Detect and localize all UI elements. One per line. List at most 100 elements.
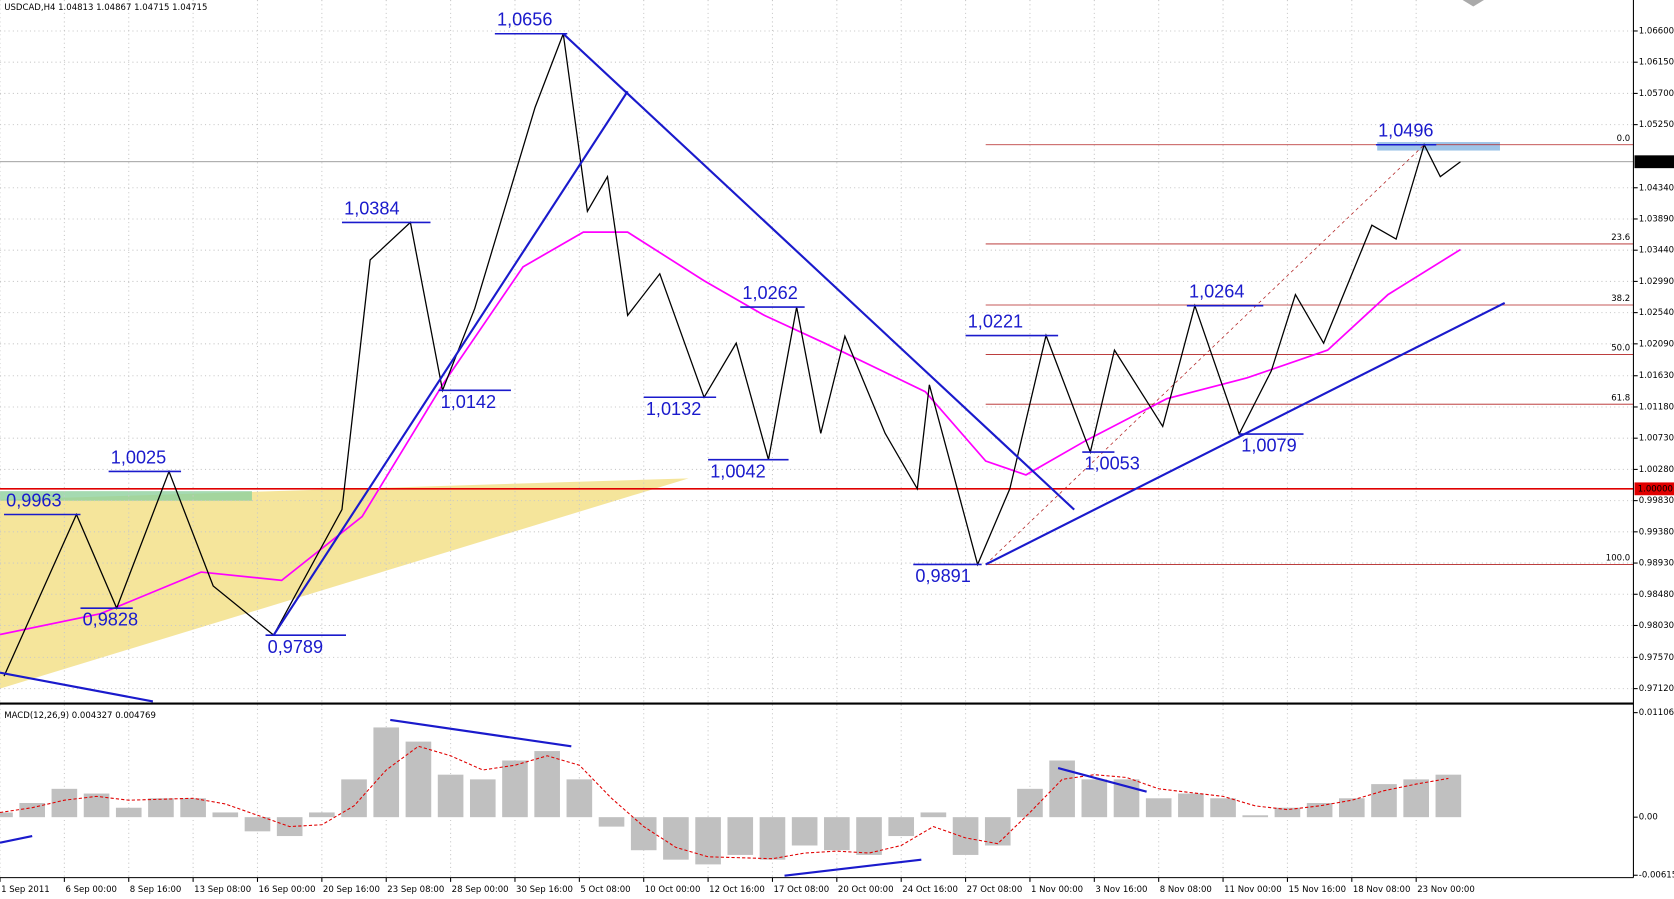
macd-bar [115, 807, 142, 818]
x-tick-label: 20 Sep 16:00 [323, 885, 380, 895]
level-annotation: 1,0053 [1084, 454, 1139, 474]
macd-bar [1338, 798, 1365, 818]
resistance-band [1377, 142, 1500, 151]
macd-y-tick-label: 0.00 [1639, 813, 1658, 823]
x-tick-label: 1 Sep 2011 [1, 885, 50, 895]
y-tick-label: 0.98930 [1639, 559, 1674, 569]
macd-panel: 1 Sep 2011 6 Sep 00:00 8 Sep 16:00 13 Sep 0… [0, 708, 1674, 895]
y-tick-label: 1.05250 [1639, 120, 1674, 130]
macd-bar [1178, 793, 1204, 818]
macd-bar [1306, 802, 1333, 818]
macd-bar [1274, 807, 1301, 818]
level-annotation: 1,0142 [441, 392, 496, 412]
macd-bar [1371, 784, 1397, 818]
macd-bar [502, 760, 528, 818]
support-band [0, 491, 252, 501]
macd-y-tick-label: 0.011067 [1639, 708, 1674, 718]
level-annotation: 1,0025 [111, 447, 166, 467]
macd-bar [244, 817, 271, 832]
level-annotation: 1,0221 [968, 312, 1023, 332]
x-tick-label: 23 Nov 00:00 [1417, 885, 1475, 895]
x-tick-label: 8 Sep 16:00 [130, 885, 182, 895]
level-annotation: 0,9828 [83, 610, 138, 630]
y-tick-label: 1.03440 [1639, 246, 1674, 256]
macd-bar [405, 741, 432, 818]
macd-y-tick-label: -0.00615 [1639, 871, 1674, 881]
macd-bar [180, 798, 206, 818]
x-tick-label: 11 Nov 00:00 [1224, 885, 1282, 895]
macd-trendline [390, 718, 572, 748]
y-tick-label: 0.99830 [1639, 496, 1674, 506]
y-tick-label: 1.01180 [1639, 402, 1674, 412]
price-panel: 1.06600 1.06150 1.05700 1.05250 1.04340 1.038… [0, 10, 1674, 703]
macd-bar [759, 817, 786, 860]
macd-bar [1145, 798, 1172, 818]
macd-bar [791, 817, 818, 846]
x-tick-label: 8 Nov 08:00 [1160, 885, 1212, 895]
macd-bar [824, 817, 850, 851]
macd-bar [952, 817, 979, 855]
y-tick-label: 1.00280 [1639, 465, 1674, 475]
x-tick-label: 5 Oct 08:00 [580, 885, 630, 895]
macd-signal [0, 745, 1449, 860]
level-annotation: 1,0264 [1189, 282, 1244, 302]
x-tick-label: 3 Nov 16:00 [1095, 885, 1147, 895]
x-tick-label: 17 Oct 08:00 [774, 885, 830, 895]
macd-bar [51, 788, 78, 818]
level-annotation: 1,0384 [344, 198, 399, 218]
macd-bar [19, 802, 45, 818]
macd-bar [984, 817, 1011, 846]
y-tick-label: 1.02990 [1639, 277, 1674, 287]
y-tick-label: 1.06150 [1639, 58, 1674, 68]
x-tick-label: 27 Oct 08:00 [967, 885, 1023, 895]
moving-average [0, 231, 1461, 636]
x-tick-label: 16 Sep 00:00 [259, 885, 316, 895]
y-tick-label: 1.01630 [1639, 371, 1674, 381]
fib-label: 50.0 [1611, 344, 1630, 354]
fib-label: 61.8 [1611, 393, 1630, 403]
level-annotation: 1,0496 [1378, 121, 1433, 141]
level-annotation: 1,0042 [710, 461, 765, 481]
x-tick-label: 6 Sep 00:00 [65, 885, 117, 895]
y-tick-label: 1.04340 [1639, 183, 1674, 193]
y-tick-label: 0.97570 [1639, 653, 1674, 663]
fib-label: 38.2 [1611, 294, 1630, 304]
macd-bar [309, 812, 335, 818]
trendline [272, 90, 629, 636]
macd-bar [437, 774, 464, 818]
macd-bar [534, 751, 560, 818]
macd-bar [469, 779, 496, 818]
price-line [3, 33, 1461, 677]
level-annotation: 1,0656 [497, 10, 552, 30]
fib-label: 23.6 [1611, 233, 1630, 243]
current-price-box [1634, 155, 1674, 169]
y-tick-label: 1.05700 [1639, 89, 1674, 99]
macd-bar [856, 817, 882, 855]
trendline [562, 32, 1075, 511]
x-tick-label: 24 Oct 16:00 [902, 885, 958, 895]
macd-bar [1242, 815, 1269, 818]
y-tick-label: 0.98030 [1639, 621, 1674, 631]
macd-bar [1435, 774, 1462, 818]
macd-bar [212, 812, 239, 818]
x-tick-label: 10 Oct 00:00 [645, 885, 701, 895]
macd-bar [630, 817, 657, 851]
chart-title: USDCAD,H4 1.04813 1.04867 1.04715 1.0471… [4, 3, 207, 13]
macd-trendline [0, 835, 33, 844]
level-annotation: 0,9963 [6, 490, 61, 510]
current-price-label: 1.04715 [1638, 157, 1673, 167]
x-tick-label: 30 Sep 16:00 [516, 885, 573, 895]
x-tick-label: 1 Nov 00:00 [1031, 885, 1083, 895]
level-annotation: 0,9891 [915, 566, 970, 586]
macd-bar [1403, 779, 1429, 818]
trendline [0, 671, 154, 703]
level-annotation: 1,0132 [646, 399, 701, 419]
macd-bar [1113, 779, 1140, 818]
level-label: 1.00000 [1638, 484, 1673, 494]
y-tick-label: 1.02090 [1639, 339, 1674, 349]
macd-title: MACD(12,26,9) 0.004327 0.004769 [4, 711, 156, 721]
macd-bar [920, 812, 947, 818]
x-tick-label: 20 Oct 00:00 [838, 885, 894, 895]
y-tick-label: 1.06600 [1639, 26, 1674, 36]
grid [0, 0, 1634, 878]
